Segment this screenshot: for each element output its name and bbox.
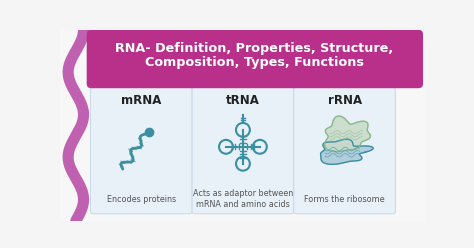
- Text: Forms the ribosome: Forms the ribosome: [304, 195, 385, 204]
- FancyBboxPatch shape: [192, 88, 294, 214]
- Text: tRNA: tRNA: [226, 94, 260, 107]
- Polygon shape: [320, 139, 373, 164]
- FancyBboxPatch shape: [91, 88, 192, 214]
- Text: RNA- Definition, Properties, Structure,: RNA- Definition, Properties, Structure,: [115, 42, 393, 55]
- FancyBboxPatch shape: [87, 31, 422, 88]
- Text: rRNA: rRNA: [328, 94, 362, 107]
- Text: mRNA: mRNA: [121, 94, 162, 107]
- Text: Encodes proteins: Encodes proteins: [107, 195, 176, 204]
- FancyBboxPatch shape: [61, 30, 425, 221]
- Polygon shape: [325, 116, 371, 152]
- FancyBboxPatch shape: [294, 88, 395, 214]
- Text: Composition, Types, Functions: Composition, Types, Functions: [145, 56, 364, 69]
- Text: Acts as adaptor between
mRNA and amino acids: Acts as adaptor between mRNA and amino a…: [193, 189, 293, 209]
